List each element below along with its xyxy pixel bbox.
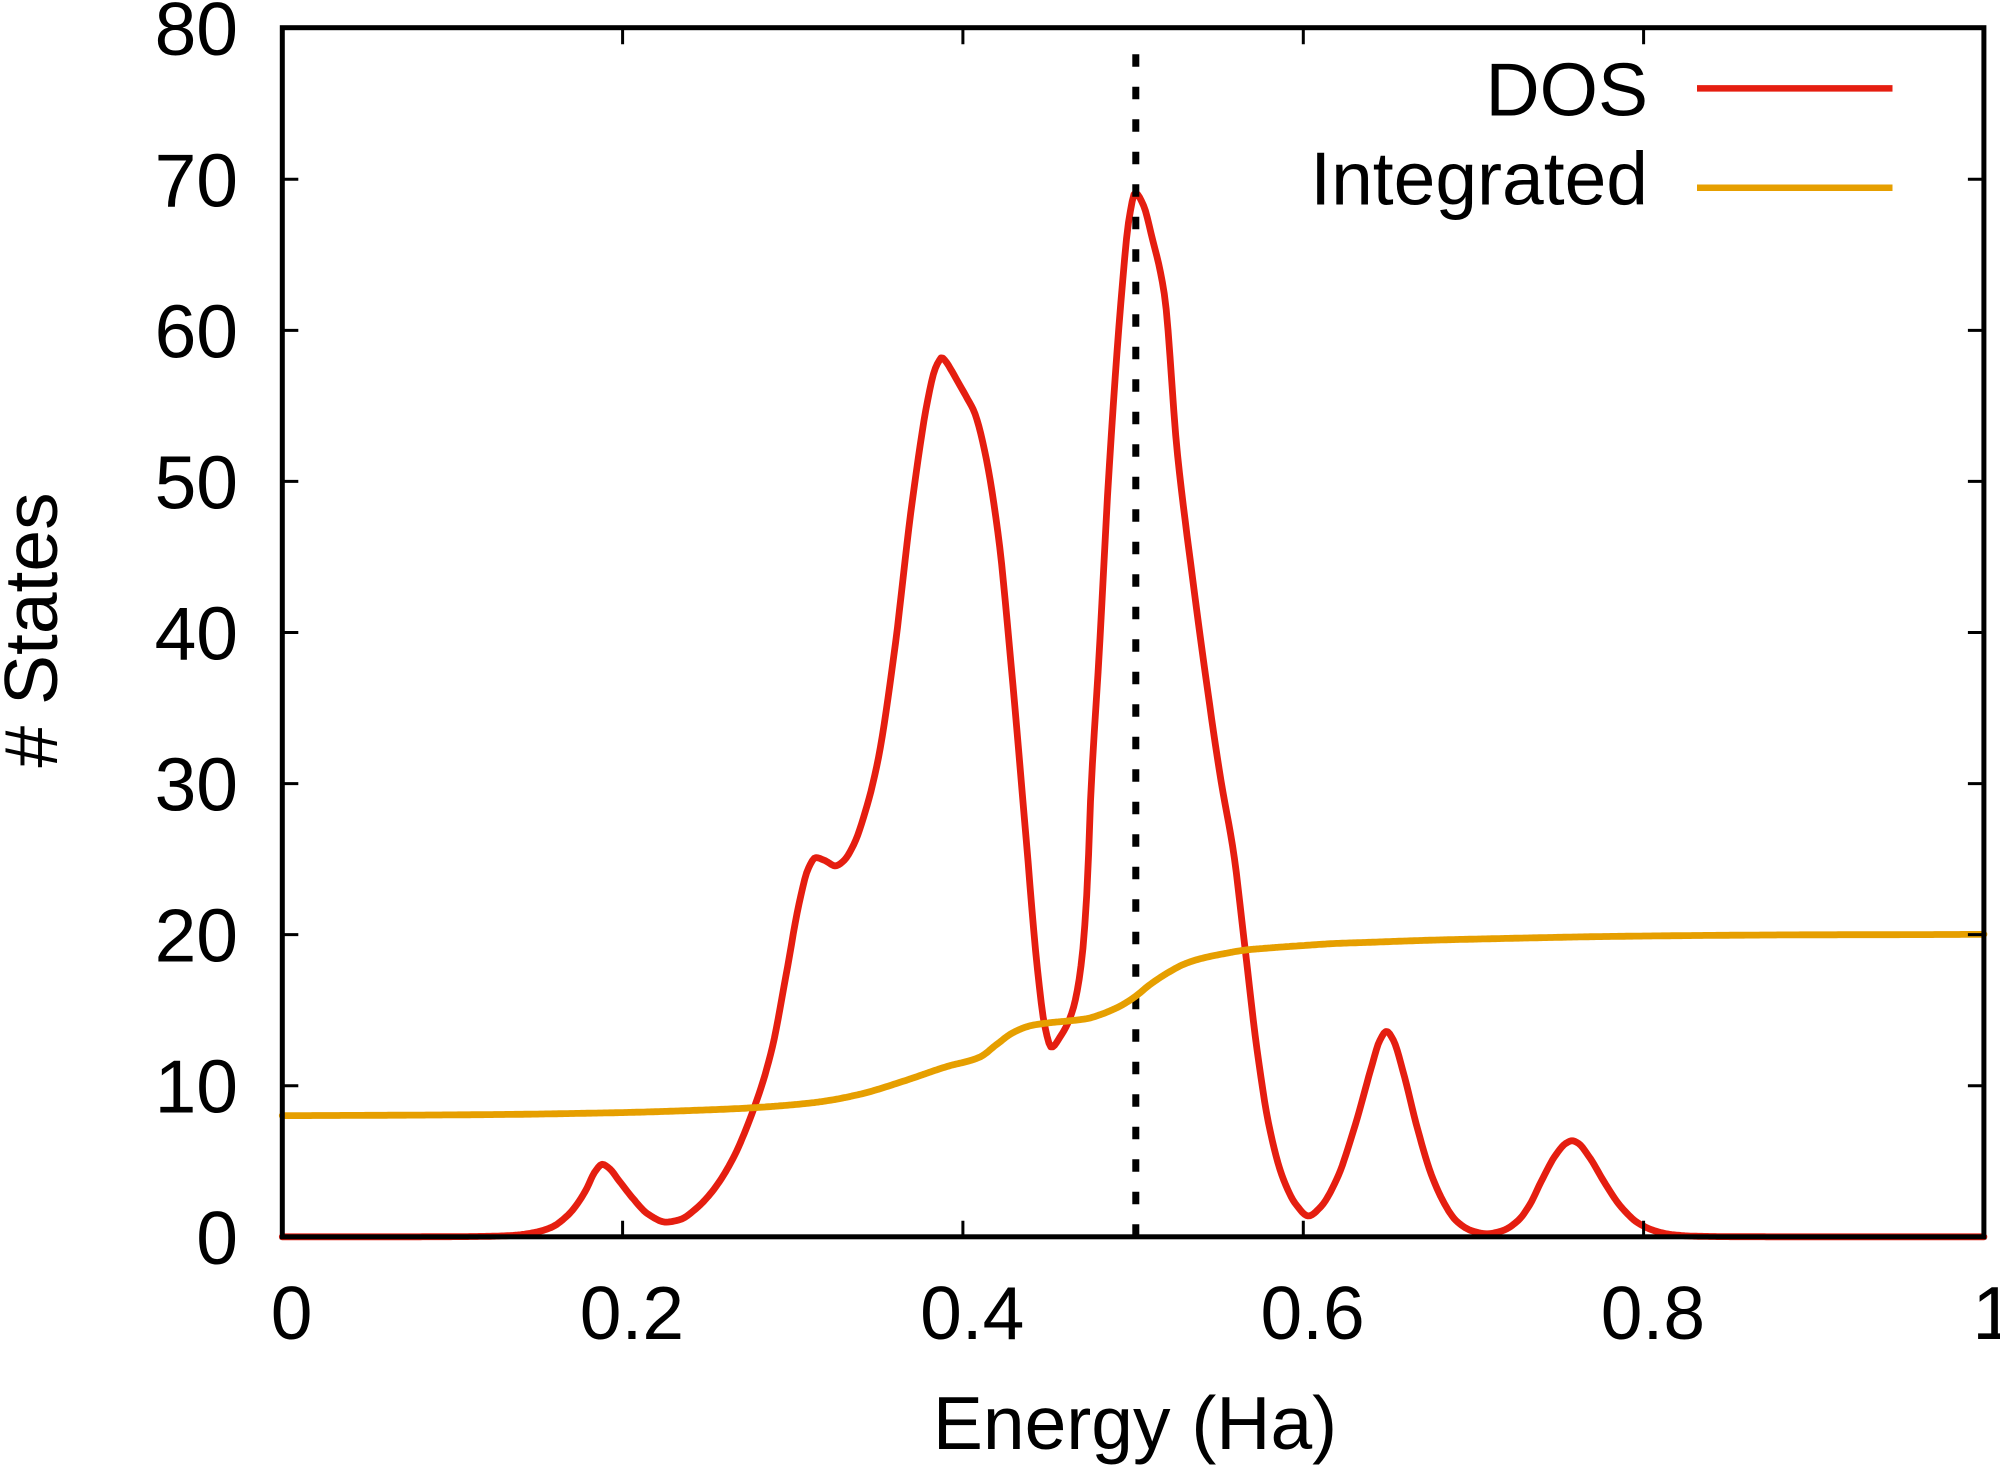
svg-text:60: 60 — [155, 289, 238, 373]
svg-text:1: 1 — [1972, 1271, 2000, 1355]
svg-text:DOS: DOS — [1485, 48, 1648, 132]
svg-text:# States: # States — [0, 492, 73, 767]
svg-text:0.8: 0.8 — [1601, 1271, 1705, 1355]
svg-text:0.6: 0.6 — [1260, 1271, 1364, 1355]
svg-text:40: 40 — [155, 592, 238, 676]
svg-text:70: 70 — [155, 138, 238, 222]
svg-text:0.4: 0.4 — [920, 1271, 1024, 1355]
svg-text:20: 20 — [155, 894, 238, 978]
svg-text:30: 30 — [155, 743, 238, 827]
svg-text:0: 0 — [196, 1196, 238, 1280]
svg-text:Energy (Ha): Energy (Ha) — [933, 1381, 1337, 1465]
svg-text:0: 0 — [271, 1271, 313, 1355]
svg-text:80: 80 — [155, 0, 238, 71]
svg-text:50: 50 — [155, 440, 238, 524]
svg-text:Integrated: Integrated — [1310, 137, 1648, 221]
svg-text:0.2: 0.2 — [580, 1271, 684, 1355]
svg-text:10: 10 — [155, 1045, 238, 1129]
